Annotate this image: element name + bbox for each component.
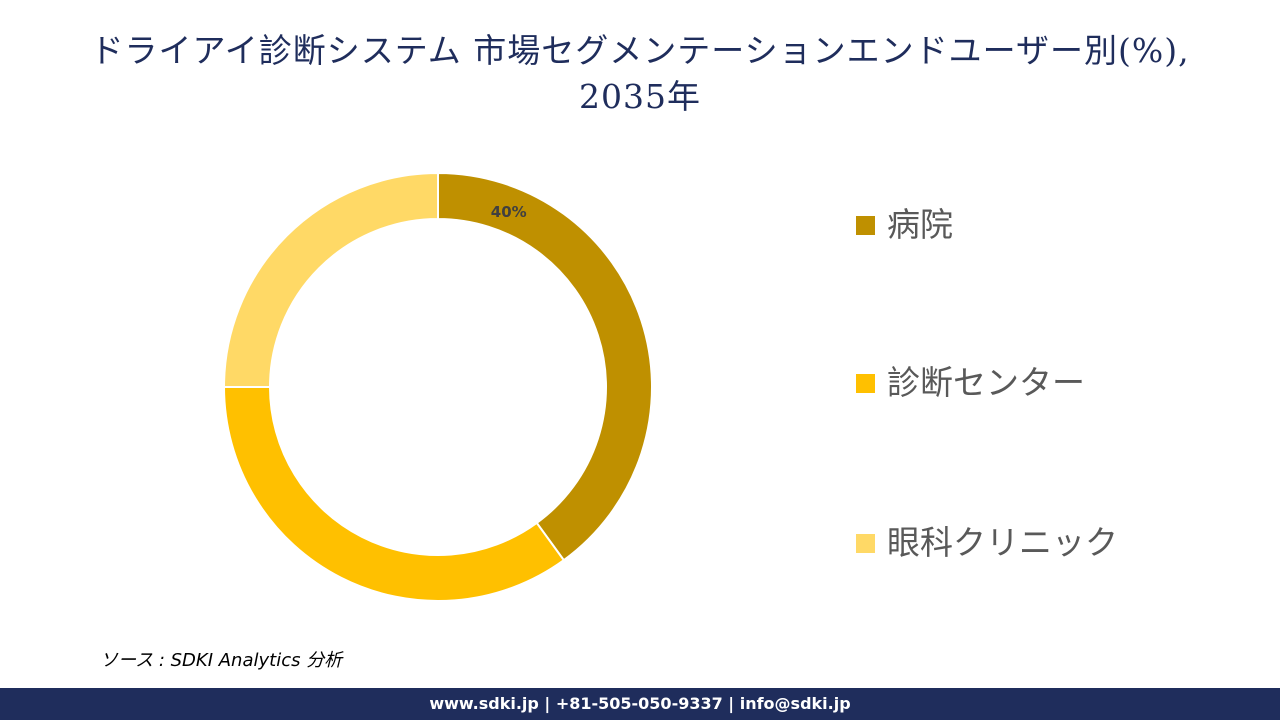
chart-title-line-1: ドライアイ診断システム 市場セグメンテーションエンドユーザー別(%), bbox=[90, 31, 1190, 70]
donut-slice-2 bbox=[222, 386, 566, 602]
legend-label-3: 眼科クリニック bbox=[887, 523, 1118, 562]
chart-title-line-2: 2035年 bbox=[579, 77, 701, 116]
chart-title: ドライアイ診断システム 市場セグメンテーションエンドユーザー別(%), 2035… bbox=[0, 28, 1280, 120]
legend-swatch-3 bbox=[856, 534, 875, 553]
donut-slice-1 bbox=[437, 171, 653, 562]
legend-item-1: 病院 bbox=[856, 200, 1216, 250]
donut-slice-3 bbox=[222, 171, 439, 388]
source-note: ソース : SDKI Analytics 分析 bbox=[100, 650, 343, 671]
data-label-1: 40% bbox=[491, 203, 527, 221]
legend-label-2: 診断センター bbox=[887, 363, 1085, 402]
legend-item-2: 診断センター bbox=[856, 358, 1216, 408]
legend-label-1: 病院 bbox=[887, 205, 953, 244]
footer-contact-bar: www.sdki.jp | +81-505-050-9337 | info@sd… bbox=[0, 688, 1280, 720]
legend-swatch-1 bbox=[856, 216, 875, 235]
legend-swatch-2 bbox=[856, 374, 875, 393]
legend-item-3: 眼科クリニック bbox=[856, 518, 1216, 568]
